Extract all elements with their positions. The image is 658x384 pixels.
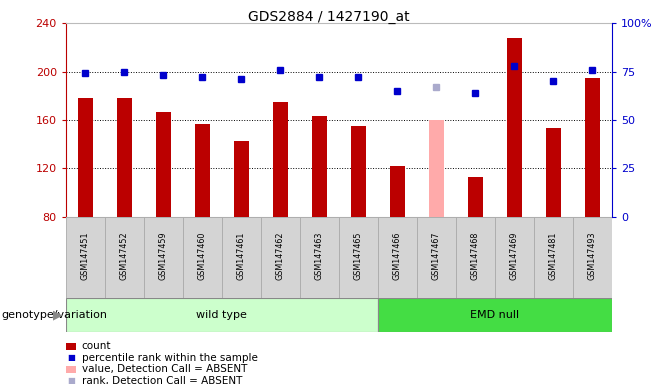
Bar — [428, 120, 444, 217]
Bar — [584, 78, 600, 217]
Text: GSM147460: GSM147460 — [198, 232, 207, 280]
Bar — [378, 298, 612, 332]
Text: GDS2884 / 1427190_at: GDS2884 / 1427190_at — [248, 10, 410, 23]
Text: GSM147467: GSM147467 — [432, 232, 441, 280]
Bar — [545, 129, 561, 217]
Bar — [222, 217, 261, 298]
Bar — [144, 217, 183, 298]
Text: ■: ■ — [67, 376, 75, 384]
Bar — [105, 217, 144, 298]
Bar — [534, 217, 573, 298]
Text: GSM147452: GSM147452 — [120, 231, 129, 280]
Bar — [390, 166, 405, 217]
Text: value, Detection Call = ABSENT: value, Detection Call = ABSENT — [82, 364, 247, 374]
Text: GSM147451: GSM147451 — [81, 232, 89, 280]
Bar — [300, 217, 339, 298]
Bar — [261, 217, 300, 298]
Text: GSM147493: GSM147493 — [588, 232, 597, 280]
Bar — [183, 217, 222, 298]
Bar — [417, 217, 456, 298]
Bar — [272, 102, 288, 217]
Text: ■: ■ — [67, 353, 75, 362]
Text: GSM147465: GSM147465 — [354, 232, 363, 280]
Text: GSM147459: GSM147459 — [159, 231, 168, 280]
Bar — [339, 217, 378, 298]
Bar — [116, 98, 132, 217]
Text: count: count — [82, 341, 111, 351]
Text: GSM147468: GSM147468 — [471, 232, 480, 280]
Text: ▶: ▶ — [53, 308, 63, 321]
Text: rank, Detection Call = ABSENT: rank, Detection Call = ABSENT — [82, 376, 242, 384]
Bar — [468, 177, 483, 217]
Bar — [507, 38, 522, 217]
Text: percentile rank within the sample: percentile rank within the sample — [82, 353, 257, 363]
Bar — [456, 217, 495, 298]
Bar — [66, 298, 378, 332]
Text: GSM147462: GSM147462 — [276, 232, 285, 280]
Bar — [312, 116, 327, 217]
Bar — [195, 124, 210, 217]
Bar — [351, 126, 366, 217]
Text: wild type: wild type — [196, 310, 247, 320]
Bar — [378, 217, 417, 298]
Text: GSM147461: GSM147461 — [237, 232, 246, 280]
Bar — [155, 111, 171, 217]
Bar — [495, 217, 534, 298]
Text: GSM147469: GSM147469 — [510, 232, 519, 280]
Text: GSM147481: GSM147481 — [549, 232, 558, 280]
Bar — [573, 217, 612, 298]
Text: GSM147463: GSM147463 — [315, 232, 324, 280]
Text: genotype/variation: genotype/variation — [1, 310, 107, 320]
Text: EMD null: EMD null — [470, 310, 519, 320]
Bar — [66, 217, 105, 298]
Text: GSM147466: GSM147466 — [393, 232, 402, 280]
Bar — [234, 141, 249, 217]
Bar — [78, 98, 93, 217]
